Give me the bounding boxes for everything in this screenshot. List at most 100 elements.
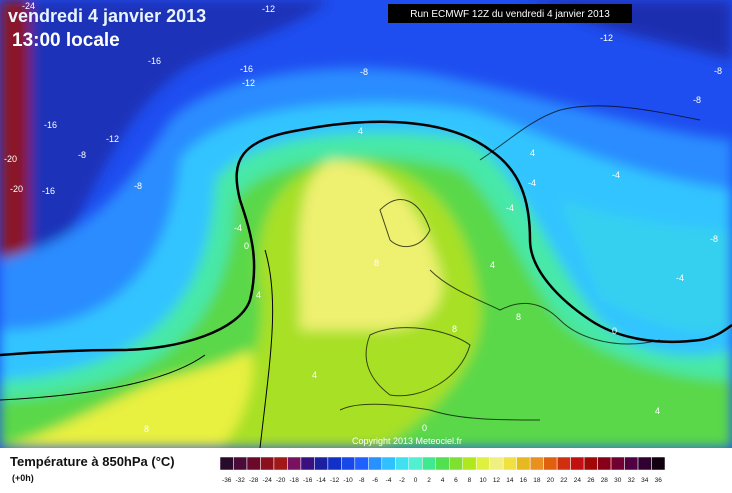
coastlines: [339, 105, 701, 421]
scale-label: 20: [547, 477, 555, 484]
scale-label: -12: [330, 477, 340, 484]
scale-swatch: [502, 456, 517, 471]
scale-label: 10: [479, 477, 487, 484]
scale-label: -20: [276, 477, 286, 484]
contour-label: -24: [22, 1, 35, 11]
contour-label: 4: [530, 148, 535, 158]
scale-swatch: [556, 456, 571, 471]
scale-label: 4: [441, 477, 445, 484]
scale-swatch: [368, 456, 383, 471]
scale-label: 28: [601, 477, 609, 484]
contour-label: -12: [106, 134, 119, 144]
scale-label: 34: [641, 477, 649, 484]
contour-label: 0: [612, 326, 617, 336]
scale-swatch: [381, 456, 396, 471]
scale-swatch: [246, 456, 261, 471]
legend-title: Température à 850hPa (°C): [10, 454, 175, 469]
contour-labels: -24 -12 -12 -16 -16 -12 -8 -8 -8 -16 -12 -8 -20 -20 -1…: [4, 1, 722, 434]
contour-label: 0: [244, 241, 249, 251]
contour-label: -8: [78, 150, 86, 160]
scale-swatch: [570, 456, 585, 471]
scale-swatch: [314, 456, 329, 471]
contour-label: -16: [148, 56, 161, 66]
contour-label: -8: [360, 67, 368, 77]
scale-swatch: [260, 456, 275, 471]
copyright: Copyright 2013 Meteociel.fr: [352, 436, 462, 446]
scale-label: -14: [316, 477, 326, 484]
scale-label: 32: [628, 477, 636, 484]
scale-label: -32: [236, 477, 246, 484]
contour-label: -8: [134, 181, 142, 191]
scale-label: 6: [454, 477, 458, 484]
contour-label: -12: [600, 33, 613, 43]
scale-swatch: [529, 456, 544, 471]
contour-label: 4: [312, 370, 317, 380]
contour-label: 8: [144, 424, 149, 434]
scale-label: 0: [414, 477, 418, 484]
scale-swatch: [448, 456, 463, 471]
scale-swatch: [475, 456, 490, 471]
scale-label: 22: [560, 477, 568, 484]
contour-label: -4: [612, 170, 620, 180]
color-scale: -36 -32 -28 -24 -20 -18 -16 -14 -12 -10 -8 -6 -4 -2 0 2…: [219, 456, 666, 484]
scale-label: 24: [574, 477, 582, 484]
contour-label: 4: [655, 406, 660, 416]
date-title: vendredi 4 janvier 2013: [8, 6, 206, 26]
scale-swatch: [408, 456, 423, 471]
scale-swatch: [489, 456, 504, 471]
scale-label: -8: [359, 477, 365, 484]
scale-swatch: [233, 456, 248, 471]
contour-label: 4: [358, 126, 363, 136]
scale-swatch: [543, 456, 558, 471]
legend-subtitle: (+0h): [12, 473, 34, 483]
contour-label: -4: [506, 203, 514, 213]
contour-label: -12: [242, 78, 255, 88]
contour-label: 0: [422, 423, 427, 433]
contour-label: -20: [4, 154, 17, 164]
map: -24 -12 -12 -16 -16 -12 -8 -8 -8 -16 -12 -8 -20 -20 -1…: [0, 0, 732, 449]
scale-swatch: [516, 456, 531, 471]
scale-label: 14: [506, 477, 514, 484]
scale-swatch: [354, 456, 369, 471]
scale-swatch: [610, 456, 625, 471]
local-time: 13:00 locale: [12, 30, 120, 51]
contour-label: -4: [528, 178, 536, 188]
scale-label: -16: [303, 477, 313, 484]
scale-swatch: [597, 456, 612, 471]
run-info: Run ECMWF 12Z du vendredi 4 janvier 2013: [410, 9, 610, 20]
contour-label: -20: [10, 184, 23, 194]
scale-label: -36: [222, 477, 232, 484]
scale-swatch: [341, 456, 356, 471]
scale-label: 2: [427, 477, 431, 484]
scale-swatch: [327, 456, 342, 471]
contour-label: -16: [240, 64, 253, 74]
scale-label: 26: [587, 477, 595, 484]
contour-label: -8: [714, 66, 722, 76]
scale-label: 16: [520, 477, 528, 484]
contour-label: -16: [42, 186, 55, 196]
contour-label: -8: [710, 234, 718, 244]
contour-label: 4: [490, 260, 495, 270]
scale-label: 8: [468, 477, 472, 484]
contour-label: 8: [516, 312, 521, 322]
contour-label: -8: [693, 95, 701, 105]
scale-label: 30: [614, 477, 622, 484]
scale-swatch: [462, 456, 477, 471]
scale-swatch: [637, 456, 652, 471]
scale-label: -2: [399, 477, 405, 484]
contour-label: -12: [262, 4, 275, 14]
contour-label: 8: [374, 258, 379, 268]
scale-swatch: [435, 456, 450, 471]
scale-label: -6: [372, 477, 378, 484]
scale-swatch: [287, 456, 302, 471]
scale-label: -10: [343, 477, 353, 484]
scale-swatch: [300, 456, 315, 471]
scale-label: -28: [249, 477, 259, 484]
scale-swatch: [219, 456, 234, 471]
scale-label: 18: [533, 477, 541, 484]
scale-swatch: [583, 456, 598, 471]
scale-swatch: [651, 456, 666, 471]
contour-label: 8: [452, 324, 457, 334]
scale-label: -4: [386, 477, 392, 484]
